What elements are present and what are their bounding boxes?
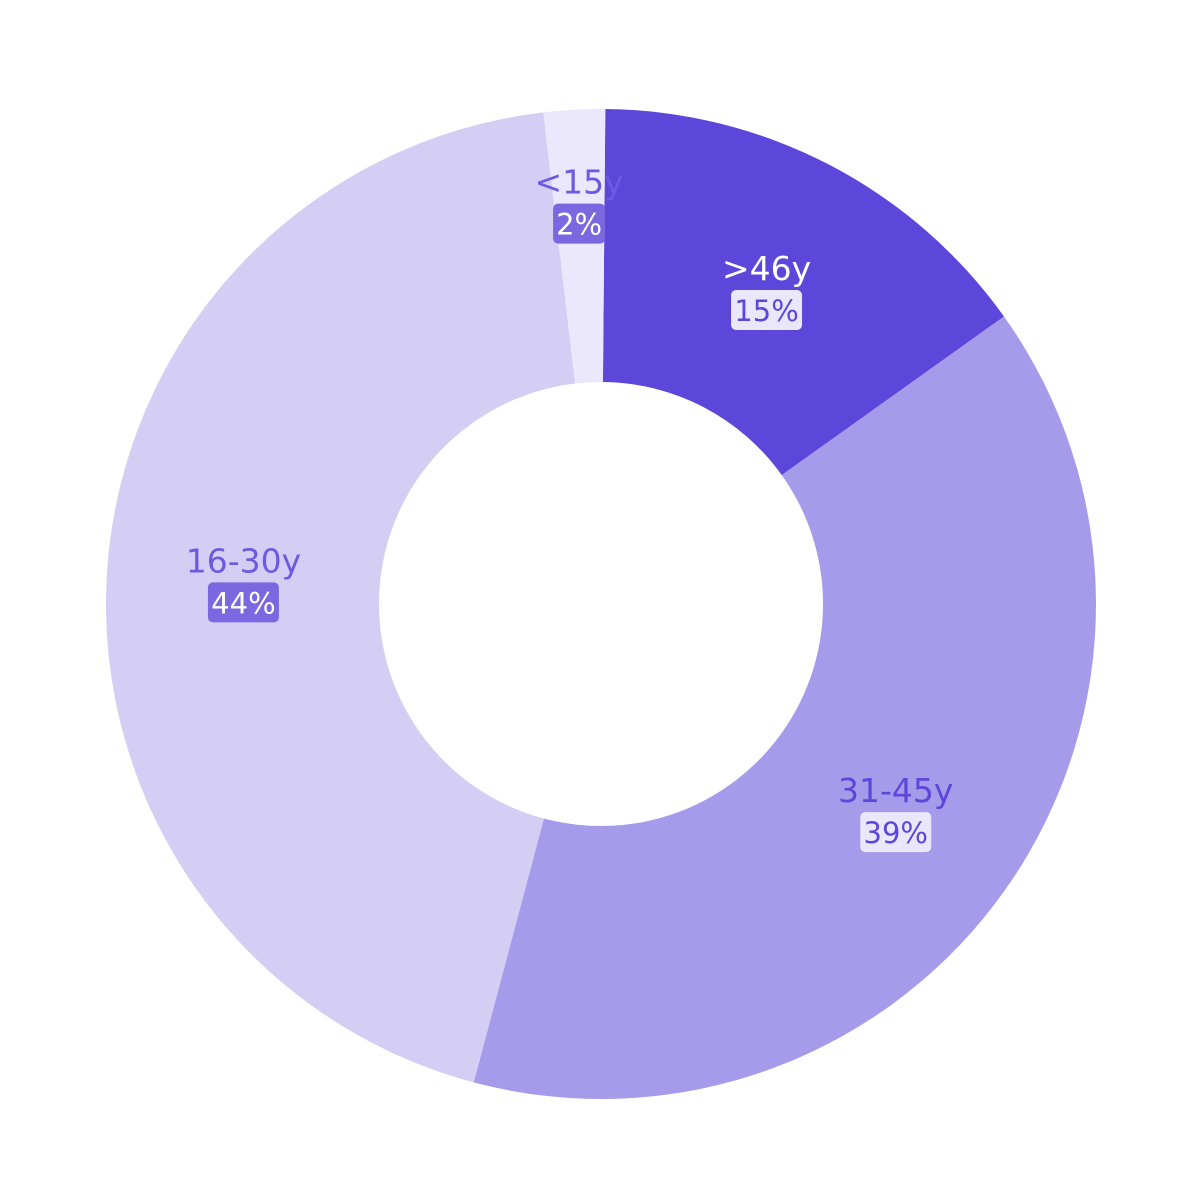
slice-31-45y: [473, 316, 1097, 1100]
percent-badge: [207, 582, 279, 623]
percent-label: 15%: [734, 294, 798, 328]
slice-label-group: 16-30y 44%: [186, 541, 301, 623]
slice-label: >46y: [722, 249, 811, 288]
slice-label-group: <15y 2%: [535, 163, 624, 244]
percent-label: 2%: [556, 208, 602, 242]
slice-label-group: 31-45y 39%: [838, 771, 953, 853]
percent-label: 39%: [864, 816, 928, 850]
donut-slices: [105, 109, 1097, 1100]
slice-labels: >46y 15% 31-45y 39% 16-30y 44% <15y 2%: [186, 163, 953, 853]
slice-label: 16-30y: [186, 541, 301, 580]
slice-16-30y: [105, 112, 576, 1083]
percent-badge: [860, 812, 932, 853]
percent-badge: [553, 203, 606, 244]
slice-46y: [602, 109, 1004, 476]
slice-15y: [543, 109, 606, 384]
slice-label: 31-45y: [838, 771, 953, 810]
percent-badge: [731, 290, 803, 331]
slice-label-group: >46y 15%: [722, 249, 811, 331]
percent-label: 44%: [211, 586, 275, 620]
slice-label: <15y: [535, 163, 624, 202]
